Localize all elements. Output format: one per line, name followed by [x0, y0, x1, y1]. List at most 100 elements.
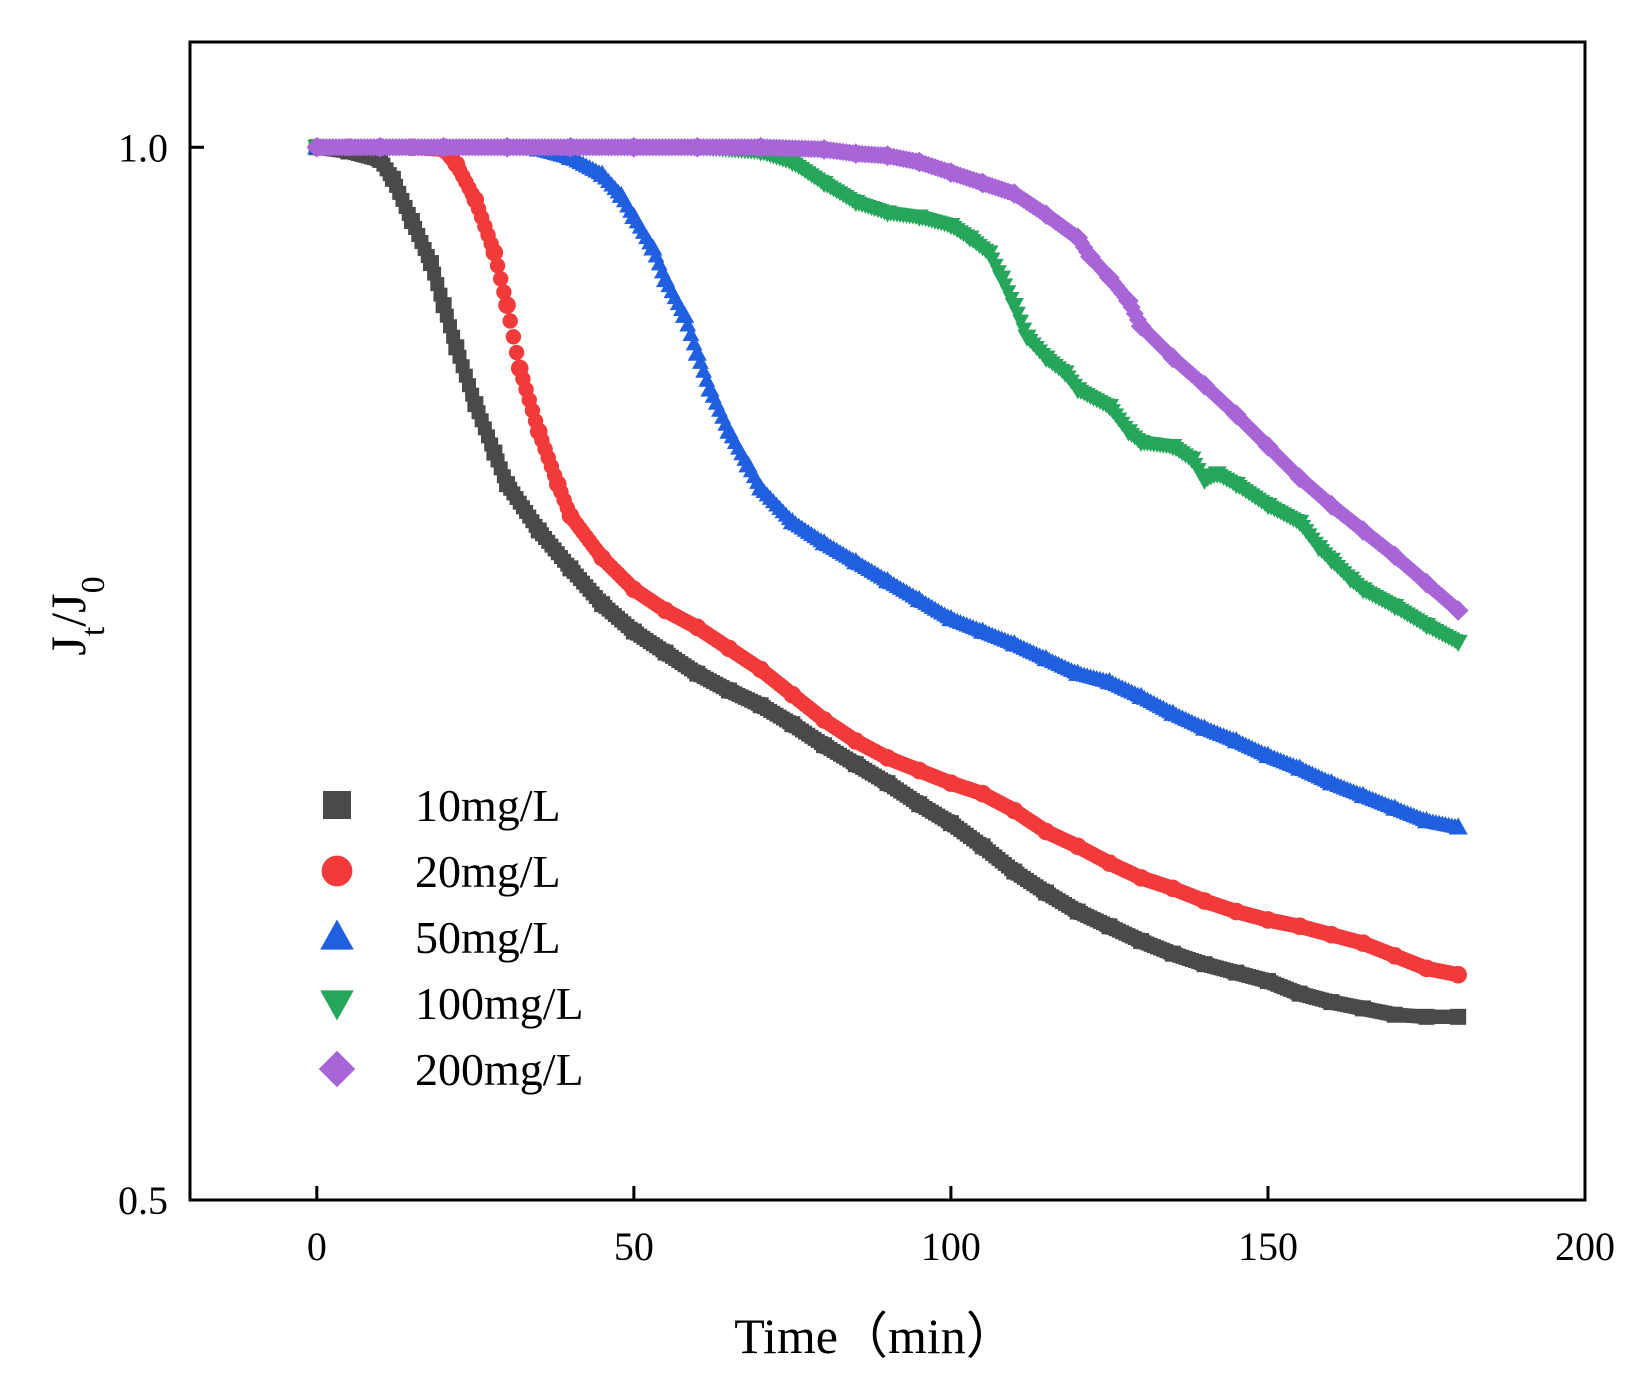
data-point [384, 170, 401, 187]
data-point [1352, 520, 1374, 541]
data-point [1386, 1006, 1403, 1023]
data-point [1257, 435, 1279, 457]
data-point [992, 270, 1012, 288]
series-trail [308, 138, 1464, 834]
legend-label: 10mg/L [415, 780, 561, 831]
data-point [813, 138, 835, 160]
data-point [960, 230, 980, 248]
data-point [688, 618, 707, 637]
data-point [1321, 773, 1341, 791]
data-point [720, 639, 738, 658]
data-point [846, 552, 866, 570]
data-point [1289, 467, 1311, 489]
data-point [1207, 466, 1227, 484]
data-point [657, 644, 674, 661]
data-point [1038, 884, 1055, 901]
data-point [972, 172, 994, 194]
data-point [1353, 582, 1373, 600]
data-point [846, 194, 866, 213]
data-point [1133, 933, 1150, 950]
legend-marker [320, 990, 354, 1021]
data-point [1290, 917, 1309, 936]
legend-label: 200mg/L [415, 1044, 584, 1095]
data-point [466, 191, 485, 209]
data-point [1006, 863, 1023, 880]
data-point [1353, 785, 1373, 803]
y-axis: 0.5 1.0 [118, 125, 204, 1223]
data-point [1194, 374, 1215, 396]
data-point [1449, 965, 1467, 984]
data-point [1132, 869, 1150, 887]
data-point [1164, 945, 1181, 962]
series-marker [1012, 314, 1030, 330]
data-point [1225, 404, 1247, 426]
legend-item: 20mg/L [321, 846, 561, 897]
data-point [624, 206, 644, 224]
data-point [1164, 879, 1182, 898]
data-point [499, 476, 516, 493]
series-50mg/L [307, 137, 1468, 835]
data-point [1290, 514, 1310, 533]
data-point [1259, 911, 1277, 929]
data-point [847, 756, 864, 773]
legend-marker [320, 919, 354, 950]
data-point [1226, 476, 1246, 495]
data-point [700, 379, 720, 397]
legend-label: 20mg/L [415, 846, 561, 897]
data-point [1118, 290, 1139, 312]
data-point [306, 136, 328, 158]
data-point [815, 711, 833, 729]
data-point [686, 136, 708, 158]
data-point [1321, 552, 1341, 570]
data-point [548, 475, 567, 493]
data-point [1131, 434, 1151, 453]
x-axis-title: Time（min） [734, 1308, 1016, 1364]
series-marker [679, 316, 697, 332]
data-point [625, 580, 643, 599]
data-point [752, 697, 769, 714]
series-marker [489, 258, 506, 274]
x-tick-label: 150 [1238, 1224, 1298, 1269]
data-point [1055, 365, 1075, 383]
data-point [372, 151, 389, 168]
data-point [719, 421, 739, 439]
data-point [1194, 718, 1215, 736]
data-point [689, 665, 706, 682]
series-200mg/L [306, 136, 1469, 621]
data-point [979, 245, 999, 263]
series-marker [505, 329, 522, 345]
data-point [909, 589, 929, 608]
data-point [908, 151, 930, 173]
data-point [623, 136, 645, 158]
data-point [1320, 494, 1342, 516]
data-point [940, 162, 962, 183]
data-point [1182, 451, 1202, 469]
data-point [561, 506, 580, 525]
data-point [1258, 498, 1278, 516]
data-point [1068, 663, 1088, 681]
legend-item: 100mg/L [320, 978, 584, 1029]
series-marker [508, 344, 525, 361]
data-point [592, 164, 612, 182]
data-point [845, 143, 867, 164]
data-point [467, 396, 484, 413]
data-point [1118, 424, 1139, 442]
data-point [530, 522, 547, 539]
data-point [1448, 634, 1468, 653]
data-point [1259, 973, 1276, 990]
data-point [562, 560, 579, 577]
data-point [1100, 854, 1119, 872]
y-axis-title-sub1: t [75, 626, 112, 636]
data-point [877, 145, 898, 167]
data-point [1162, 347, 1184, 369]
data-point [625, 623, 642, 640]
legend-label: 50mg/L [415, 912, 561, 963]
data-point [1385, 946, 1404, 965]
data-point [751, 660, 770, 679]
data-point [1309, 540, 1329, 558]
data-point [498, 296, 516, 314]
series-layer [306, 136, 1469, 1025]
data-point [973, 784, 992, 803]
data-point [738, 455, 758, 473]
legend-label: 100mg/L [415, 978, 584, 1029]
